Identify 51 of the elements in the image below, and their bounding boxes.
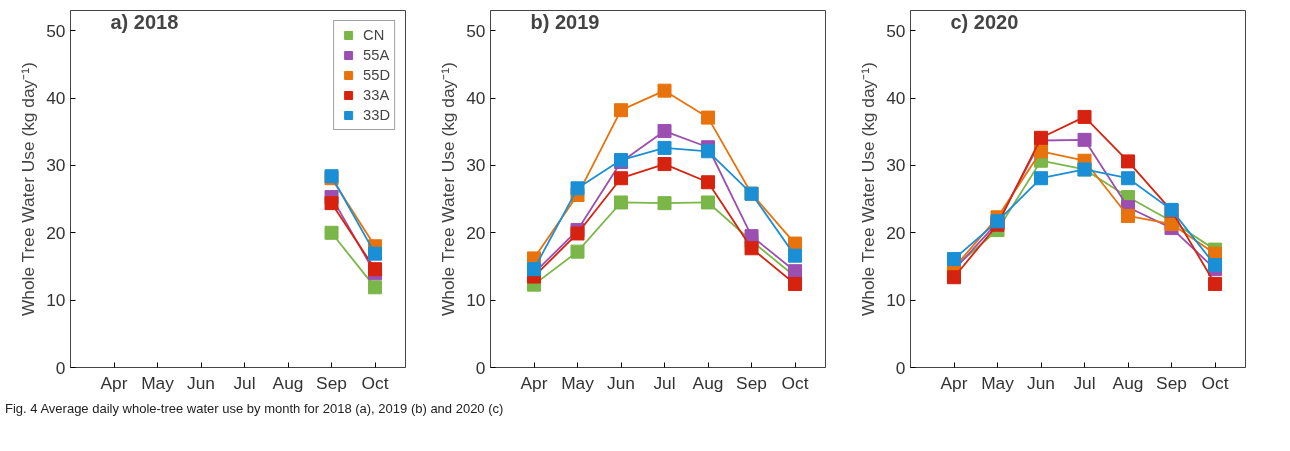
chart-title: c) 2020 bbox=[950, 10, 1019, 33]
y-tick-label: 10 bbox=[46, 290, 66, 311]
y-tick-label: 40 bbox=[466, 88, 486, 109]
y-axis-title: Whole Tree Water Use (kg day⁻¹) bbox=[858, 62, 879, 317]
y-tick-label: 20 bbox=[46, 222, 66, 243]
x-tick-label: Oct bbox=[1201, 372, 1229, 393]
x-tick-label: Jul bbox=[1073, 372, 1096, 393]
x-tick-label: Jul bbox=[233, 372, 256, 393]
x-tick-label: Apr bbox=[520, 372, 548, 393]
y-axis-title: Whole Tree Water Use (kg day⁻¹) bbox=[18, 62, 39, 317]
x-tick-label: Oct bbox=[361, 372, 389, 393]
x-tick-label: May bbox=[561, 372, 595, 393]
legend-label: 55D bbox=[363, 67, 390, 83]
x-tick-label: Aug bbox=[1112, 372, 1144, 393]
y-tick-label: 30 bbox=[466, 155, 486, 176]
legend-label: CN bbox=[363, 27, 385, 43]
y-tick-label: 20 bbox=[886, 222, 906, 243]
x-tick-label: Sep bbox=[316, 372, 347, 393]
x-tick-label: Jun bbox=[187, 372, 215, 393]
x-tick-label: Apr bbox=[940, 372, 968, 393]
y-tick-label: 30 bbox=[46, 155, 66, 176]
x-tick-label: Sep bbox=[736, 372, 767, 393]
x-tick-label: May bbox=[141, 372, 175, 393]
legend-label: 33D bbox=[363, 107, 390, 123]
y-tick-label: 50 bbox=[886, 20, 906, 41]
legend-label: 33A bbox=[363, 87, 390, 103]
x-tick-label: Sep bbox=[1156, 372, 1187, 393]
y-tick-label: 0 bbox=[895, 357, 906, 378]
x-tick-label: Jun bbox=[607, 372, 635, 393]
y-tick-label: 40 bbox=[886, 88, 906, 109]
caption: Fig. 4 Average daily whole-tree water use by month for 2018 (a), 2019 (b) and 2020 (c) bbox=[5, 400, 504, 418]
y-tick-label: 10 bbox=[886, 290, 906, 311]
y-tick-label: 50 bbox=[46, 20, 66, 41]
y-tick-label: 40 bbox=[46, 88, 66, 109]
chart-title: a) 2018 bbox=[110, 10, 179, 33]
y-tick-label: 10 bbox=[466, 290, 486, 311]
x-tick-label: May bbox=[981, 372, 1015, 393]
x-tick-label: Jul bbox=[653, 372, 676, 393]
y-tick-label: 50 bbox=[466, 20, 486, 41]
x-tick-label: Jun bbox=[1027, 372, 1055, 393]
y-tick-label: 0 bbox=[475, 357, 486, 378]
y-tick-label: 0 bbox=[55, 357, 66, 378]
legend-label: 55A bbox=[363, 47, 390, 63]
y-tick-label: 20 bbox=[466, 222, 486, 243]
x-tick-label: Apr bbox=[100, 372, 128, 393]
x-tick-label: Aug bbox=[692, 372, 724, 393]
x-tick-label: Oct bbox=[781, 372, 809, 393]
y-axis-title: Whole Tree Water Use (kg day⁻¹) bbox=[438, 62, 459, 317]
chart-title: b) 2019 bbox=[530, 10, 600, 33]
x-tick-label: Aug bbox=[272, 372, 304, 393]
y-tick-label: 30 bbox=[886, 155, 906, 176]
